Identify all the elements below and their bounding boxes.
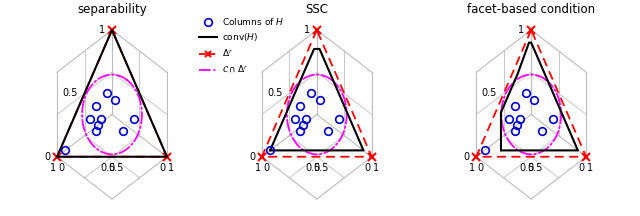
Text: 0: 0 [58, 163, 65, 173]
Text: 1: 1 [518, 25, 524, 35]
Text: 0: 0 [477, 163, 484, 173]
Text: 0.5: 0.5 [109, 163, 124, 173]
Title: facet-based condition: facet-based condition [467, 3, 595, 16]
Text: 0: 0 [159, 163, 166, 173]
Text: 0: 0 [249, 152, 255, 162]
Text: 0.5: 0.5 [100, 163, 115, 173]
Text: 0.5: 0.5 [481, 88, 497, 98]
Text: 0: 0 [263, 163, 269, 173]
Text: 0.5: 0.5 [314, 163, 329, 173]
Text: 1: 1 [469, 163, 475, 173]
Text: 1: 1 [168, 163, 174, 173]
Text: 0.5: 0.5 [519, 163, 534, 173]
Text: 0.5: 0.5 [528, 163, 543, 173]
Title: SSC: SSC [305, 3, 328, 16]
Text: 0.5: 0.5 [62, 88, 78, 98]
Text: 1: 1 [373, 163, 379, 173]
Text: 1: 1 [588, 163, 593, 173]
Legend: Columns of $H$, conv$(H)$, $\Delta^r$, $\mathcal{C}\cap\Delta^r$: Columns of $H$, conv$(H)$, $\Delta^r$, $… [196, 12, 287, 79]
Text: 0: 0 [579, 163, 585, 173]
Text: 1: 1 [304, 25, 310, 35]
Text: 0: 0 [44, 152, 51, 162]
Text: 1: 1 [99, 25, 105, 35]
Text: 0: 0 [463, 152, 470, 162]
Text: 0.5: 0.5 [267, 88, 283, 98]
Text: 0: 0 [364, 163, 371, 173]
Text: 1: 1 [50, 163, 56, 173]
Title: separability: separability [77, 3, 147, 16]
Text: 1: 1 [255, 163, 260, 173]
Text: 0.5: 0.5 [305, 163, 320, 173]
